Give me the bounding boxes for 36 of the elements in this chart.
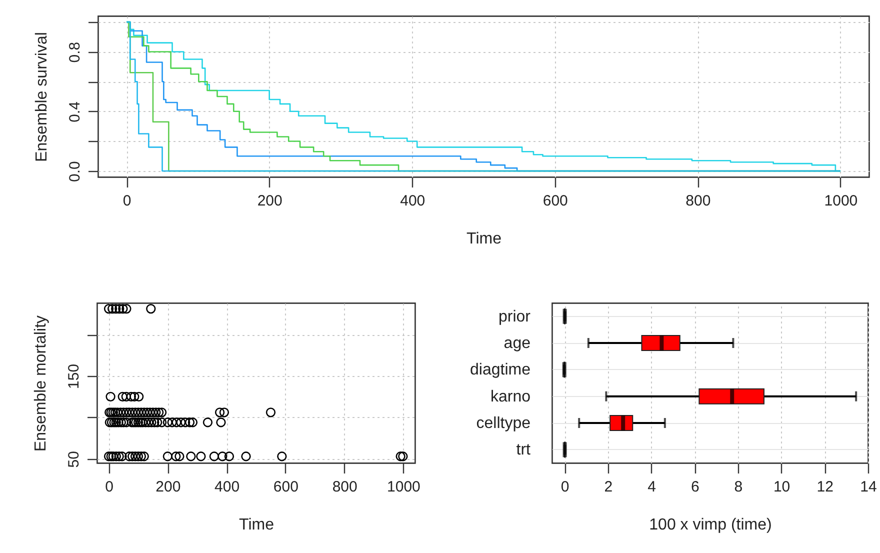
y-tick-label: 0.4 bbox=[66, 101, 84, 122]
x-axis-title: Time bbox=[466, 230, 502, 248]
y-tick-label: 0.8 bbox=[66, 42, 84, 63]
x-tick-label: 600 bbox=[273, 478, 298, 496]
x-tick-label: 2 bbox=[604, 478, 613, 496]
x-tick-label: 6 bbox=[690, 478, 700, 496]
x-tick-label: 800 bbox=[686, 192, 711, 210]
y-tick-label: karno bbox=[490, 388, 531, 406]
x-tick-label: 8 bbox=[734, 478, 743, 496]
x-tick-label: 0 bbox=[560, 478, 570, 496]
x-tick-label: 1000 bbox=[387, 478, 420, 496]
x-tick-label: 14 bbox=[860, 478, 877, 496]
y-axis-title: Ensemble mortality bbox=[32, 315, 50, 452]
y-tick-label: 50 bbox=[66, 451, 82, 468]
x-axis-title: Time bbox=[239, 516, 274, 534]
x-tick-label: 600 bbox=[542, 192, 568, 210]
y-axis-title: Ensemble survival bbox=[34, 32, 50, 162]
y-tick-label: trt bbox=[516, 442, 532, 459]
x-tick-label: 0 bbox=[122, 192, 132, 210]
x-axis-title: 100 x vimp (time) bbox=[649, 516, 772, 534]
x-tick-label: 400 bbox=[400, 192, 426, 210]
x-tick-label: 800 bbox=[332, 478, 358, 496]
x-tick-label: 400 bbox=[214, 478, 240, 496]
x-tick-label: 4 bbox=[648, 478, 656, 496]
y-tick-label: prior bbox=[498, 308, 532, 326]
y-tick-label: 150 bbox=[66, 364, 82, 389]
y-tick-label: celltype bbox=[476, 415, 531, 432]
x-tick-label: 0 bbox=[105, 478, 114, 496]
y-tick-label: 0.0 bbox=[66, 161, 84, 182]
y-tick-label: age bbox=[504, 335, 531, 352]
y-tick-label: diagtime bbox=[470, 362, 531, 379]
x-tick-label: 12 bbox=[816, 478, 834, 496]
x-tick-label: 1000 bbox=[824, 192, 858, 210]
x-tick-label: 10 bbox=[773, 478, 790, 496]
x-tick-label: 200 bbox=[156, 478, 181, 496]
x-tick-label: 200 bbox=[257, 192, 282, 210]
